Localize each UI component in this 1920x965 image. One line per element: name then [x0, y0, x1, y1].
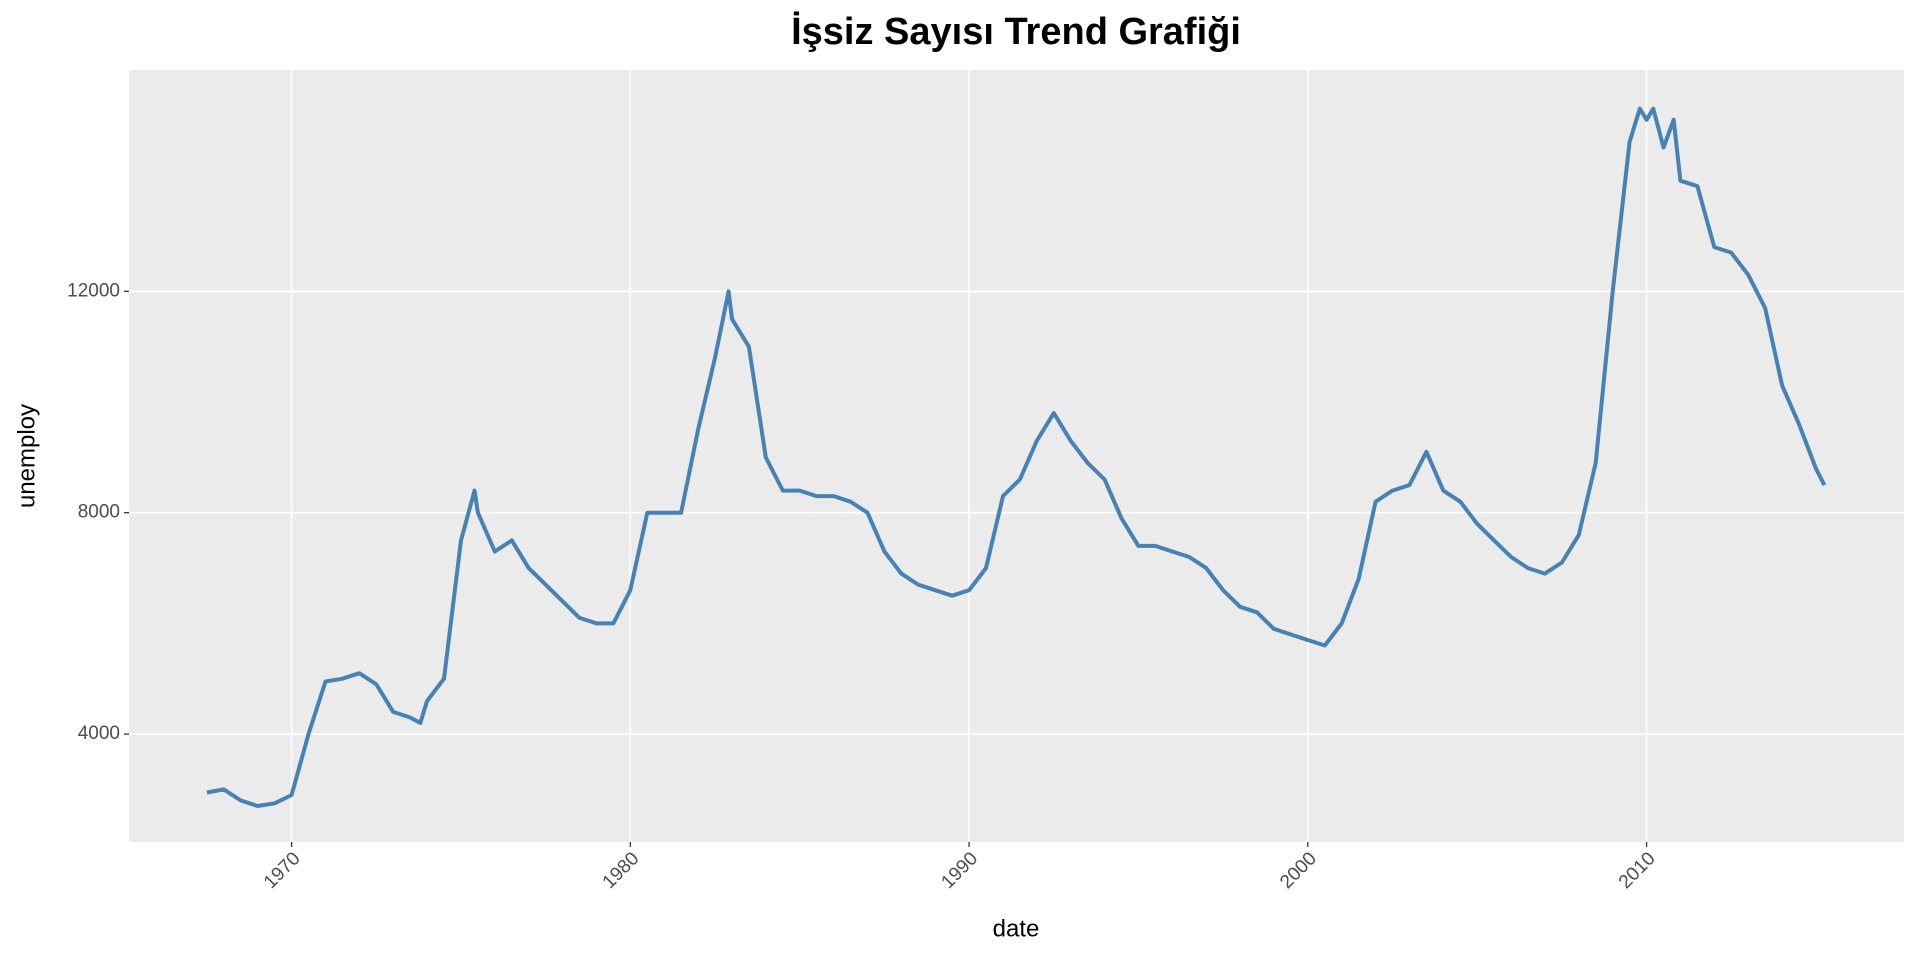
y-axis-title: unemploy: [13, 404, 40, 508]
data-line: [206, 106, 1827, 808]
x-tick-label: 1980: [599, 848, 644, 893]
x-tick-label: 2000: [1276, 848, 1321, 893]
x-tick-label: 1970: [260, 848, 305, 893]
x-tick-label: 1990: [937, 848, 982, 893]
chart-title: İşsiz Sayısı Trend Grafiği: [791, 11, 1241, 53]
x-axis-title: date: [993, 915, 1040, 942]
x-tick-label: 2010: [1615, 848, 1660, 893]
plot-panel: [129, 70, 1904, 842]
y-tick-label: 4000: [78, 723, 120, 744]
y-tick-label: 8000: [78, 502, 120, 523]
y-tick-label: 12000: [67, 280, 120, 301]
